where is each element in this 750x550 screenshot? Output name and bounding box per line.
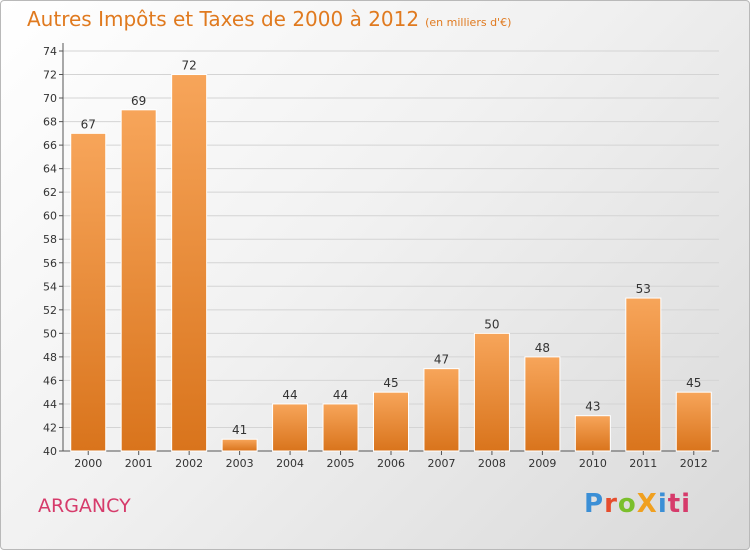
y-tick-label: 58 bbox=[43, 233, 57, 246]
bar bbox=[574, 415, 611, 452]
grid-lines bbox=[59, 50, 719, 452]
data-label: 45 bbox=[686, 376, 701, 390]
y-tick-label: 44 bbox=[43, 398, 57, 411]
bar bbox=[625, 297, 662, 452]
data-label: 50 bbox=[484, 317, 499, 331]
y-tick-label: 50 bbox=[43, 327, 57, 340]
y-tick-labels: 40 42 44 46 48 50 52 54 56 58 60 62 64 66 68 70 72 74 bbox=[43, 45, 57, 458]
y-tick-label: 72 bbox=[43, 69, 57, 82]
x-tick-label: 2003 bbox=[226, 457, 254, 470]
y-tick-label: 54 bbox=[43, 280, 57, 293]
x-tick-label: 2002 bbox=[175, 457, 203, 470]
data-label: 53 bbox=[636, 282, 651, 296]
y-tick-label: 42 bbox=[43, 421, 57, 434]
bar bbox=[473, 332, 510, 452]
bar bbox=[524, 356, 561, 452]
x-tick-label: 2001 bbox=[125, 457, 153, 470]
bar bbox=[423, 368, 460, 452]
data-labels: 67 69 72 41 44 44 45 47 50 48 43 53 45 bbox=[81, 59, 702, 438]
data-label: 48 bbox=[535, 341, 550, 355]
y-tick-label: 62 bbox=[43, 186, 57, 199]
chart-title: Autres Impôts et Taxes de 2000 à 2012 (en… bbox=[27, 7, 511, 31]
y-tick-label: 60 bbox=[43, 210, 57, 223]
x-tick-label: 2012 bbox=[680, 457, 708, 470]
y-tick-label: 68 bbox=[43, 116, 57, 129]
x-tick-label: 2009 bbox=[528, 457, 556, 470]
bar bbox=[70, 132, 107, 452]
bar bbox=[120, 109, 157, 452]
x-tick-label: 2008 bbox=[478, 457, 506, 470]
proxiti-logo: ProXiti bbox=[584, 489, 692, 519]
data-label: 44 bbox=[333, 388, 348, 402]
commune-name: ARGANCY bbox=[38, 495, 131, 517]
y-tick-label: 56 bbox=[43, 257, 57, 270]
bar bbox=[675, 391, 712, 452]
data-label: 72 bbox=[182, 59, 197, 73]
y-tick-label: 48 bbox=[43, 351, 57, 364]
y-tick-label: 46 bbox=[43, 374, 57, 387]
bar bbox=[373, 391, 409, 452]
x-tick-label: 2010 bbox=[579, 457, 607, 470]
bars bbox=[70, 74, 712, 452]
y-tick-label: 74 bbox=[43, 45, 57, 58]
data-label: 41 bbox=[232, 423, 247, 437]
y-tick-label: 52 bbox=[43, 304, 57, 317]
x-tick-label: 2007 bbox=[427, 457, 455, 470]
data-label: 45 bbox=[383, 376, 398, 390]
data-label: 67 bbox=[81, 117, 96, 131]
bar bbox=[272, 403, 309, 452]
data-label: 47 bbox=[434, 353, 449, 367]
chart-subtitle: (en milliers d'€) bbox=[425, 16, 512, 29]
data-label: 44 bbox=[282, 388, 297, 402]
data-label: 69 bbox=[131, 94, 146, 108]
bar bbox=[221, 438, 258, 452]
x-tick-label: 2005 bbox=[327, 457, 355, 470]
y-tick-label: 64 bbox=[43, 163, 57, 176]
y-tick-label: 40 bbox=[43, 445, 57, 458]
x-tick-label: 2011 bbox=[629, 457, 657, 470]
bar bbox=[322, 403, 359, 452]
chart-title-text: Autres Impôts et Taxes de 2000 à 2012 bbox=[27, 7, 420, 31]
y-tick-label: 66 bbox=[43, 139, 57, 152]
data-label: 43 bbox=[585, 400, 600, 414]
x-tick-label: 2000 bbox=[74, 457, 102, 470]
x-tick-label: 2004 bbox=[276, 457, 304, 470]
x-tick-labels: 2000 2001 2002 2003 2004 2005 2006 2007 2008 2009… bbox=[74, 451, 708, 470]
bar bbox=[171, 74, 208, 452]
y-tick-label: 70 bbox=[43, 92, 57, 105]
x-tick-label: 2006 bbox=[377, 457, 405, 470]
